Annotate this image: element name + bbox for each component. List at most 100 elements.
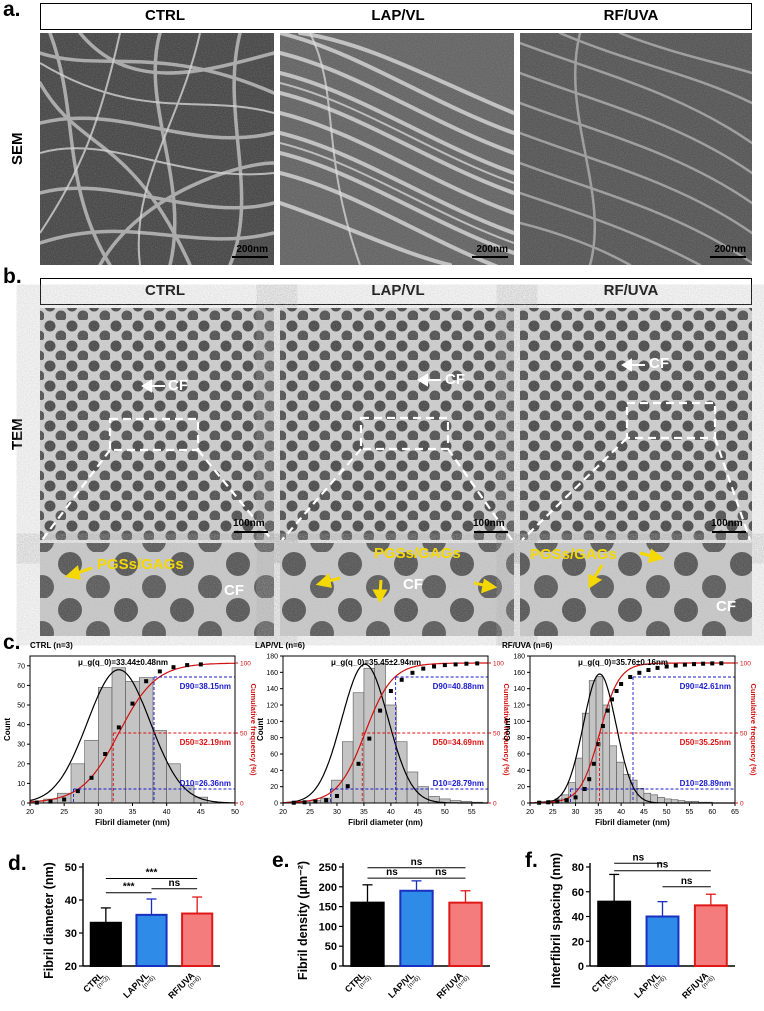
- significance-label: ns: [168, 878, 180, 889]
- x-tick-label: 30: [94, 809, 102, 816]
- panel-label-e: e.: [272, 849, 290, 872]
- cumulative-point: [103, 752, 108, 756]
- y2-tick-label: 50: [493, 731, 501, 738]
- cumulative-point: [48, 799, 53, 804]
- mu-annotation: μ_g(q_0)=35.45±2.94nm: [331, 658, 421, 667]
- histogram-1: 20 25 30 35 40 45 50 55020406080100120140160180…: [255, 641, 511, 827]
- cumulative-point: [628, 675, 633, 679]
- x-axis-label: Fibril diameter (nm): [348, 818, 423, 827]
- d50-label: D50=32.19nm: [180, 738, 231, 747]
- x-tick-label: 40: [163, 809, 171, 816]
- y2-tick-label: 0: [240, 801, 244, 808]
- histogram-bar: [363, 667, 376, 804]
- cumulative-point: [75, 789, 80, 794]
- significance-label: ns: [632, 852, 644, 863]
- x-tick-label: 25: [549, 809, 557, 816]
- cumulative-point: [619, 682, 624, 686]
- y-tick-label: 40: [270, 768, 278, 775]
- d90-label: D90=38.15nm: [180, 682, 231, 691]
- cumulative-point: [646, 668, 651, 672]
- cumulative-point: [345, 784, 350, 789]
- y-tick-label: 0: [331, 961, 337, 973]
- d10-label: D10=26.36nm: [180, 779, 231, 788]
- y-tick-label: 200: [319, 882, 337, 894]
- tem-inset-rfuva: [520, 543, 752, 636]
- y-tick-label: 140: [513, 686, 525, 693]
- cumulative-point: [157, 669, 162, 674]
- cf-inset-ctrl: CF: [224, 582, 244, 599]
- bar-2: [448, 901, 483, 967]
- cumulative-point: [701, 661, 706, 666]
- header-lapvl: LAP/VL: [371, 7, 425, 24]
- panel-label-f: f.: [525, 849, 538, 872]
- panel-label-b: b.: [3, 265, 22, 288]
- bar-1: [645, 915, 680, 967]
- y-tick-label: 160: [266, 670, 278, 677]
- y-tick-label: 0: [521, 801, 525, 808]
- d90-label: D90=42.61nm: [680, 682, 731, 691]
- x-tick-label: 35: [360, 809, 368, 816]
- cumulative-point: [605, 708, 610, 713]
- x-tick-label: 50: [663, 809, 671, 816]
- y-axis-label: Fibril diameter (nm): [42, 862, 56, 979]
- x-tick-label: 25: [60, 809, 68, 816]
- scalebar-sem-lapvl: [472, 256, 508, 258]
- cf-inset-lapvl: CF: [403, 576, 423, 593]
- x-tick-label: 60: [708, 809, 716, 816]
- cumulative-point: [130, 701, 135, 706]
- y-tick-label: 100: [266, 719, 278, 726]
- bar-1: [135, 913, 168, 967]
- histogram-title: CTRL (n=3): [30, 641, 73, 650]
- cumulative-point: [324, 798, 329, 803]
- y-tick-label: 140: [266, 686, 278, 693]
- y-tick-label: 0: [21, 801, 25, 808]
- histogram-bar: [139, 677, 154, 804]
- x-tick-label: 20: [26, 809, 34, 816]
- histogram-bar: [664, 798, 672, 804]
- cumulative-point: [655, 665, 660, 670]
- cumulative-point: [62, 797, 67, 802]
- y2-axis-label: Cumulative frequency (%): [749, 683, 758, 776]
- cumulative-point: [432, 664, 437, 669]
- tem-inset-ctrl: [40, 543, 274, 636]
- histogram-bar: [385, 704, 397, 804]
- y-tick-label: 30: [17, 742, 25, 749]
- cumulative-point: [89, 775, 94, 780]
- x-tick-label: 55: [686, 809, 694, 816]
- y-axis-label: Interfibril spacing (nm): [549, 853, 563, 988]
- scalebar-label-sem-lapvl: 200nm: [476, 244, 508, 255]
- x-tick-label: 30: [333, 809, 341, 816]
- histogram-bar: [152, 730, 167, 804]
- cumulative-point: [442, 663, 447, 668]
- panel-label-d: d.: [8, 852, 27, 875]
- tem-inset-lapvl: [280, 543, 514, 636]
- panel-label-a: a.: [3, 0, 21, 21]
- y-axis-label: Count: [503, 718, 512, 741]
- x-tick-label: 50: [441, 809, 449, 816]
- cumulative-point: [596, 742, 601, 747]
- cumulative-point: [475, 661, 480, 666]
- bar-2: [693, 904, 728, 968]
- mu-annotation: μ_g(q_0)=33.44±0.48nm: [78, 658, 168, 667]
- cumulative-point: [453, 662, 458, 667]
- cumulative-point: [388, 689, 393, 693]
- y-tick-label: 50: [65, 862, 77, 874]
- histogram-2: 20 25 30 35 40 45 50 55 60 6502040608010012014016…: [502, 641, 758, 827]
- y-tick-label: 160: [513, 670, 525, 677]
- sem-image-rfuva: 200nm: [520, 33, 752, 265]
- bar-0: [597, 900, 632, 967]
- histogram-bar: [374, 663, 386, 804]
- zoom-box-lapvl: [359, 416, 450, 451]
- panel-label-c: c.: [3, 631, 21, 654]
- y2-tick-label: 50: [240, 731, 248, 738]
- x-tick-label: 55: [468, 809, 476, 816]
- y-tick-label: 60: [572, 887, 584, 899]
- y2-axis-label: Cumulative frequency (%): [249, 683, 258, 776]
- y-tick-label: 0: [578, 961, 584, 973]
- cumulative-point: [185, 663, 190, 668]
- histogram-title: LAP/VL (n=6): [255, 641, 305, 650]
- cumulative-point: [313, 799, 318, 804]
- x-axis-label: Fibril diameter (nm): [595, 818, 670, 827]
- cumulative-point: [546, 800, 551, 805]
